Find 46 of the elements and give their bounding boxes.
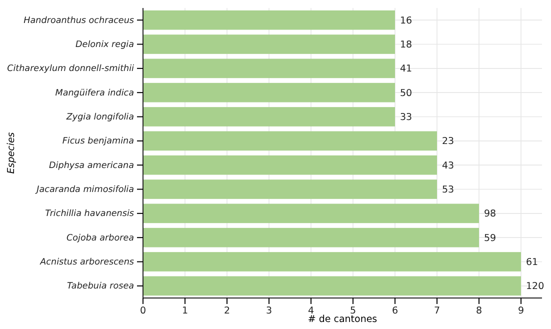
x-tick-label: 1 — [182, 306, 188, 317]
bar — [143, 34, 395, 54]
y-tick-label: Handroanthus ochraceus — [24, 16, 134, 26]
y-axis-title: Especies — [6, 132, 17, 174]
bar — [143, 276, 521, 296]
annotation: 43 — [442, 160, 454, 172]
y-tick-label: Trichillia havanensis — [45, 209, 134, 220]
x-tick-label: 3 — [266, 306, 272, 317]
annotation: 50 — [400, 88, 412, 99]
x-tick-label: 8 — [476, 306, 482, 317]
y-tick-label: Diphysa americana — [49, 160, 134, 171]
x-tick-label: 0 — [140, 306, 146, 317]
bar — [143, 58, 395, 78]
x-axis-title: # de cantones — [308, 314, 378, 325]
bar — [143, 252, 521, 272]
bar — [143, 10, 395, 30]
bar — [143, 82, 395, 102]
annotation: 16 — [400, 15, 412, 26]
y-tick-label: Zygia longifolia — [65, 112, 134, 123]
annotation: 53 — [442, 184, 454, 196]
x-tick-label: 6 — [392, 306, 398, 317]
y-tick-label: Tabebuia rosea — [66, 282, 134, 292]
bar — [143, 228, 479, 248]
y-tick-label: Jacaranda mimosifolia — [34, 185, 134, 196]
bar — [143, 131, 437, 151]
annotation: 61 — [526, 257, 538, 268]
x-tick-label: 9 — [518, 306, 524, 317]
y-tick-label: Cojoba arborea — [66, 233, 134, 244]
annotation: 33 — [400, 112, 412, 124]
annotation: 41 — [400, 64, 412, 75]
bar — [143, 107, 395, 126]
bar — [143, 180, 437, 199]
annotation: 120 — [526, 281, 544, 292]
annotation: 23 — [442, 136, 454, 148]
y-tick-label: Ficus benjamina — [62, 136, 134, 147]
y-tick-label: Mangüifera indica — [55, 88, 134, 98]
bar — [143, 204, 479, 224]
annotation: 18 — [400, 40, 412, 51]
y-tick-label: Citharexylum donnell-smithii — [7, 64, 135, 74]
y-tick-label: Delonix regia — [76, 40, 134, 50]
y-tick-label: Acnistus arborescens — [39, 258, 134, 268]
x-tick-label: 2 — [224, 306, 230, 317]
annotation: 98 — [484, 208, 496, 220]
annotation: 59 — [484, 232, 496, 244]
x-tick-label: 7 — [434, 306, 440, 317]
bar — [143, 155, 437, 175]
